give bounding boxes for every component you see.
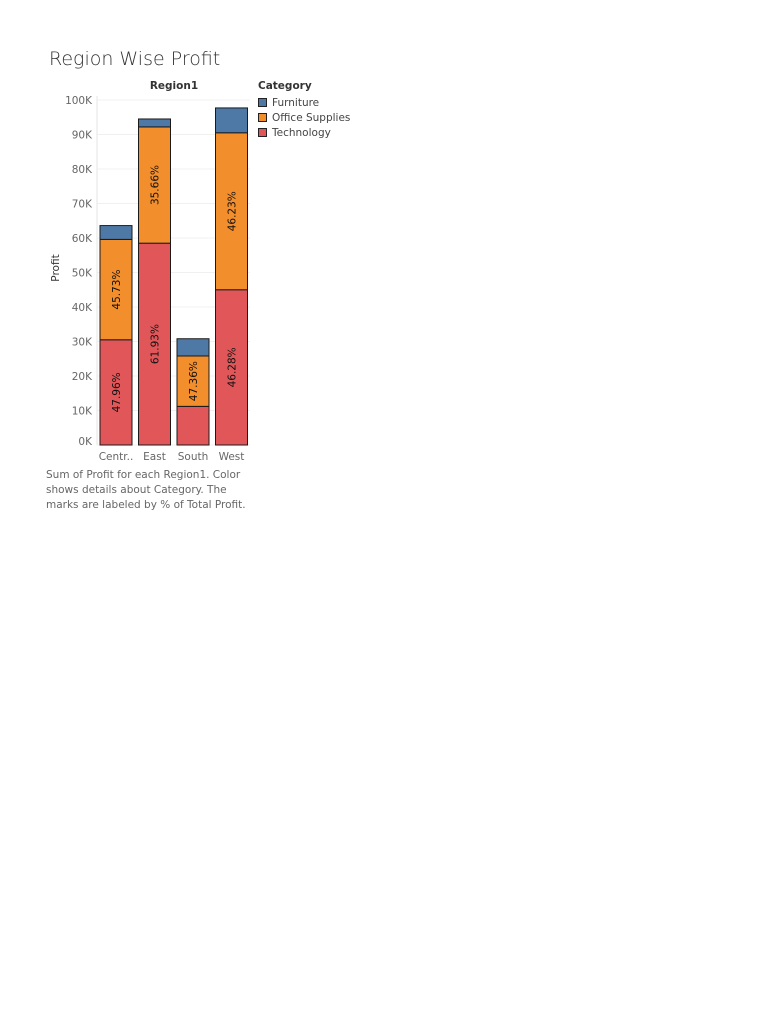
y-tick-label: 20K [72, 371, 93, 383]
y-tick-label: 100K [65, 95, 93, 107]
y-tick-label: 50K [72, 268, 93, 280]
legend-label-technology: Technology [272, 126, 331, 139]
data-label: 47.96% [111, 372, 123, 412]
legend-label-office-supplies: Office Supplies [272, 111, 351, 124]
y-tick-label: 80K [72, 164, 93, 176]
x-tick-label: Centr.. [99, 451, 134, 463]
legend-item-furniture[interactable]: Furniture [258, 95, 350, 110]
y-tick-label: 40K [72, 302, 93, 314]
x-tick-label: East [143, 451, 166, 463]
stacked-bar-chart: 0K 10K 20K 30K 40K 50K 60K 70K 80K 90K 100K Profit R… [50, 80, 250, 463]
data-label: 35.66% [150, 165, 162, 205]
legend-label-furniture: Furniture [272, 96, 320, 109]
legend-title: Category [258, 80, 312, 92]
y-tick-label: 90K [72, 130, 93, 142]
bar-office-supplies [215, 132, 248, 291]
y-tick-label: 10K [72, 406, 93, 418]
legend-item-office-supplies[interactable]: Office Supplies [258, 110, 350, 125]
chart-title: Region Wise Profit [49, 48, 221, 70]
bar-furniture [138, 118, 171, 128]
bar-furniture [176, 338, 210, 357]
data-label: 61.93% [150, 324, 162, 364]
x-tick-label: West [219, 451, 245, 463]
legend: Category Furniture Office Supplies Techn… [258, 80, 350, 140]
legend-swatch-technology [258, 128, 267, 137]
bar-furniture [99, 225, 133, 240]
bar-furniture [215, 107, 248, 134]
legend-swatch-furniture [258, 98, 267, 107]
x-tick-label: South [178, 451, 209, 463]
legend-swatch-office-supplies [258, 113, 267, 122]
y-tick-label: 30K [72, 337, 93, 349]
column-header: Region1 [150, 80, 198, 92]
y-tick-label: 70K [72, 199, 93, 211]
legend-item-technology[interactable]: Technology [258, 125, 350, 140]
y-tick-label: 0K [78, 436, 93, 448]
bar-technology [215, 289, 248, 446]
data-label: 46.23% [227, 191, 239, 231]
data-label: 47.36% [188, 361, 200, 401]
bar-technology [176, 405, 210, 446]
data-label: 45.73% [111, 270, 123, 310]
chart-caption: Sum of Profit for each Region1. Color sh… [46, 469, 246, 511]
y-tick-label: 60K [72, 233, 93, 245]
data-label: 46.28% [227, 347, 239, 387]
y-axis-title: Profit [50, 254, 62, 281]
